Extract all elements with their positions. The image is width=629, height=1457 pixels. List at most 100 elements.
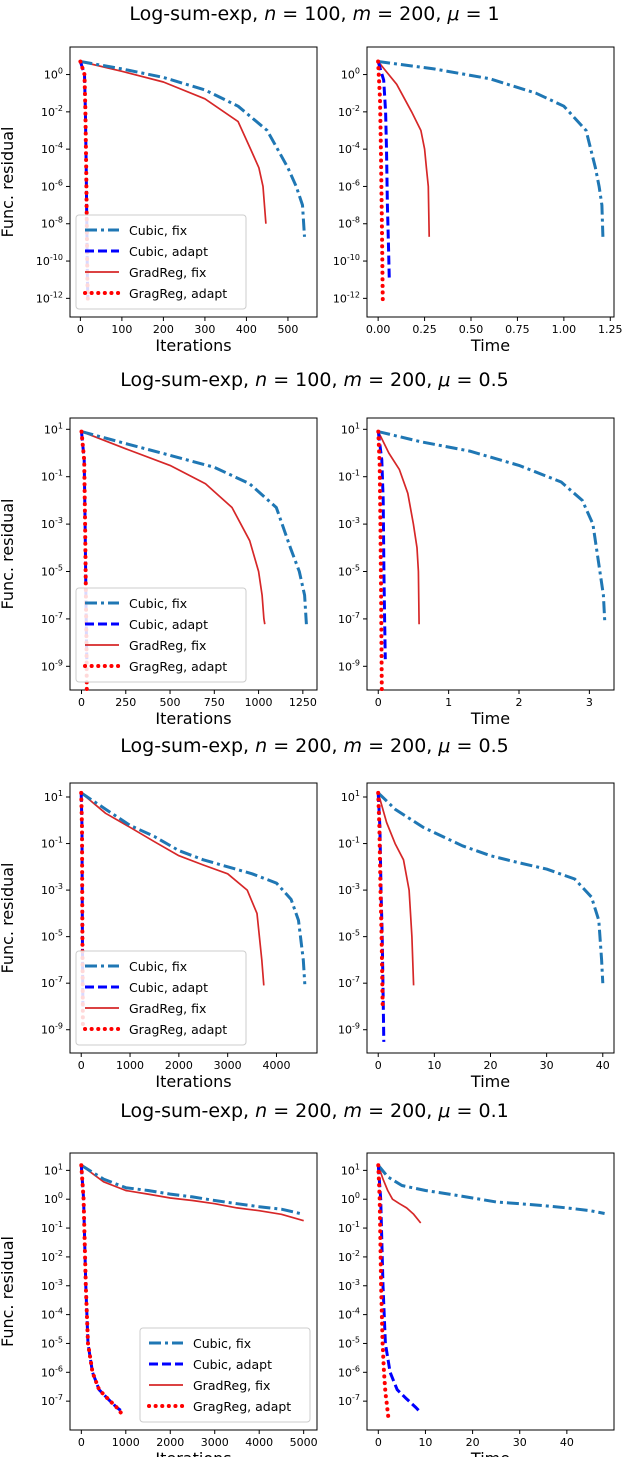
- panel-2-time-xtick-label: 0: [375, 696, 382, 709]
- panel-3-iterations-xtick-label: 1000: [116, 1059, 144, 1072]
- panel-1-time-series-gradreg-fix: [377, 60, 431, 237]
- panel-3-iterations-xtick-label: 2000: [165, 1059, 193, 1072]
- panel-4-iterations-series-cubic-fix: [80, 1164, 305, 1216]
- panel-1-iterations-legend-label-cubic-fix: Cubic, fix: [129, 223, 187, 238]
- panel-4-iterations-ytick-label: 10-5: [41, 1335, 63, 1350]
- panel-2-iterations-series-cubic-fix: [81, 430, 308, 625]
- panel-4-iterations-ytick-label: 10-4: [41, 1307, 63, 1322]
- panel-4-iterations-xlabel: Iterations: [155, 1449, 231, 1457]
- panel-2-iterations-ytick-label: 101: [44, 421, 63, 436]
- panel-2-iterations-ytick-label: 10-1: [41, 469, 63, 484]
- panel-2-iterations-ytick-label: 10-3: [41, 516, 63, 531]
- panel-4-iterations-legend-label-cubic-adapt: Cubic, adapt: [193, 1357, 272, 1372]
- panel-1-iterations-xlabel: Iterations: [155, 336, 231, 355]
- panel-3-iterations-ytick-label: 10-3: [41, 882, 63, 897]
- panel-4-iterations-ytick-label: 10-3: [41, 1278, 63, 1293]
- panel-1-iterations-xtick-label: 500: [277, 323, 298, 336]
- panel-2-time-ytick-label: 10-9: [338, 658, 360, 673]
- panel-3-iterations-ylabel: Func. residual: [0, 863, 17, 974]
- panel-2-iterations-xtick-label: 500: [160, 696, 181, 709]
- panel-3-time-series-gradreg-fix: [377, 792, 415, 986]
- panel-3-iterations-xtick-label: 4000: [262, 1059, 290, 1072]
- panel-3-iterations-legend-label-cubic-fix: Cubic, fix: [129, 959, 187, 974]
- panel-4-iterations-ytick-label: 10-7: [41, 1393, 63, 1408]
- panel-4-time-xtick-label: 0: [375, 1436, 382, 1449]
- panel-2-time-series-gragreg-adapt: [376, 429, 384, 692]
- panel-3-time-ytick-label: 10-1: [338, 836, 360, 851]
- panel-3-iterations-series-gradreg-fix: [80, 792, 265, 986]
- panel-3-iterations-xtick-label: 3000: [214, 1059, 242, 1072]
- panel-3-time-frame: [366, 782, 615, 1054]
- panel-2-time-series-gradreg-fix: [377, 431, 420, 625]
- panel-4-time-frame: [366, 1152, 615, 1431]
- panel-1-iterations-series-gradreg-fix: [80, 60, 267, 224]
- panel-2-time-ytick-label: 10-5: [338, 564, 360, 579]
- panel-4-iterations-xtick-label: 0: [78, 1436, 85, 1449]
- panel-4-time-xlabel: Time: [470, 1449, 510, 1457]
- panel-1-iterations-legend-label-gradreg-fix: GradReg, fix: [129, 265, 206, 280]
- panel-4-time-ytick-label: 10-6: [338, 1364, 360, 1379]
- panel-3-time-ytick-label: 101: [341, 789, 360, 804]
- panel-3-time-ytick-label: 10-5: [338, 929, 360, 944]
- panel-2-iterations-ytick-label: 10-9: [41, 658, 63, 673]
- panel-4-time-ytick-label: 101: [341, 1162, 360, 1177]
- panel-4-time-xtick-label: 30: [513, 1436, 527, 1449]
- panel-4-iterations-series-gradreg-fix: [80, 1164, 304, 1222]
- panel-1-time-xtick-label: 0.25: [412, 323, 437, 336]
- panel-4-iterations-xtick-label: 3000: [201, 1436, 229, 1449]
- panel-3-iterations-legend-label-gradreg-fix: GradReg, fix: [129, 1001, 206, 1016]
- panel-1-iterations-legend-label-gragreg-adapt: GragReg, adapt: [129, 286, 227, 301]
- panel-4-iterations-legend-box: [139, 1327, 311, 1423]
- panel-1-time-ytick-label: 100: [341, 67, 360, 82]
- panel-4-iterations-series-cubic-adapt: [79, 1165, 125, 1414]
- panel-3-time-ytick-label: 10-3: [338, 882, 360, 897]
- panel-1-iterations-ylabel: Func. residual: [0, 127, 17, 238]
- panel-3-iterations-ytick-label: 101: [44, 789, 63, 804]
- panel-4-iterations-ytick-label: 101: [44, 1162, 63, 1177]
- panel-4-time-ytick-label: 10-3: [338, 1278, 360, 1293]
- panel-3-iterations-legend-label-gragreg-adapt: GragReg, adapt: [129, 1022, 227, 1037]
- panel-3-iterations-series-cubic-fix: [80, 791, 307, 985]
- panel-3-iterations-xlabel: Iterations: [155, 1072, 231, 1091]
- panel-1-iterations-xtick-label: 300: [194, 323, 215, 336]
- panel-2-iterations-legend-label-gradreg-fix: GradReg, fix: [129, 638, 206, 653]
- panel-4-time-ytick-label: 10-7: [338, 1393, 360, 1408]
- panel-4-time-series-cubic-fix: [377, 1164, 605, 1215]
- panel-1-iterations-xtick-label: 400: [236, 323, 257, 336]
- panel-2-time-ytick-label: 10-7: [338, 611, 360, 626]
- panel-1-time-xlabel: Time: [470, 336, 510, 355]
- panel-2-iterations-legend-label-gragreg-adapt: GragReg, adapt: [129, 659, 227, 674]
- panel-4-time-ytick-label: 100: [341, 1191, 360, 1206]
- panel-1-iterations-ytick-label: 100: [44, 67, 63, 82]
- panel-4-iterations-xtick-label: 2000: [156, 1436, 184, 1449]
- panel-1-time-ytick-label: 10-2: [338, 104, 360, 119]
- panel-1-iterations-ytick-label: 10-2: [41, 104, 63, 119]
- panel-3-iterations-ytick-label: 10-1: [41, 836, 63, 851]
- panel-2-iterations-xtick-label: 1250: [289, 696, 317, 709]
- panel-1-time-ytick-label: 10-10: [333, 253, 360, 268]
- panel-3-iterations-legend-label-cubic-adapt: Cubic, adapt: [129, 980, 208, 995]
- panel-3-time-xtick-label: 20: [484, 1059, 498, 1072]
- row-title-2: Log-sum-exp, n = 100, m = 200, μ = 0.5: [120, 369, 508, 391]
- panel-2-iterations-xtick-label: 1000: [245, 696, 273, 709]
- panel-2-iterations-series-gradreg-fix: [81, 430, 266, 625]
- panel-2-iterations-ytick-label: 10-7: [41, 611, 63, 626]
- panel-1-iterations-ytick-label: 10-8: [41, 216, 63, 231]
- panel-3-time-series-gragreg-adapt: [376, 790, 385, 1009]
- row-title-1: Log-sum-exp, n = 100, m = 200, μ = 1: [129, 3, 499, 25]
- panel-2-iterations-xlabel: Iterations: [155, 709, 231, 728]
- panel-2-time-frame: [366, 417, 615, 691]
- panel-2-iterations-ylabel: Func. residual: [0, 499, 17, 610]
- panel-1-iterations-series-cubic-fix: [80, 60, 306, 237]
- panel-1-iterations-ytick-label: 10-4: [41, 141, 63, 156]
- panel-3-iterations-legend-box: [75, 950, 247, 1046]
- panel-2-time-xtick-label: 1: [445, 696, 452, 709]
- panel-2-time-series-cubic-adapt: [376, 431, 387, 660]
- panel-1-time-ytick-label: 10-8: [338, 216, 360, 231]
- panel-3-time-xtick-label: 40: [596, 1059, 610, 1072]
- panel-4-time-xtick-label: 10: [418, 1436, 432, 1449]
- panel-4-iterations-ylabel: Func. residual: [0, 1236, 17, 1347]
- panel-3-iterations-ytick-label: 10-7: [41, 975, 63, 990]
